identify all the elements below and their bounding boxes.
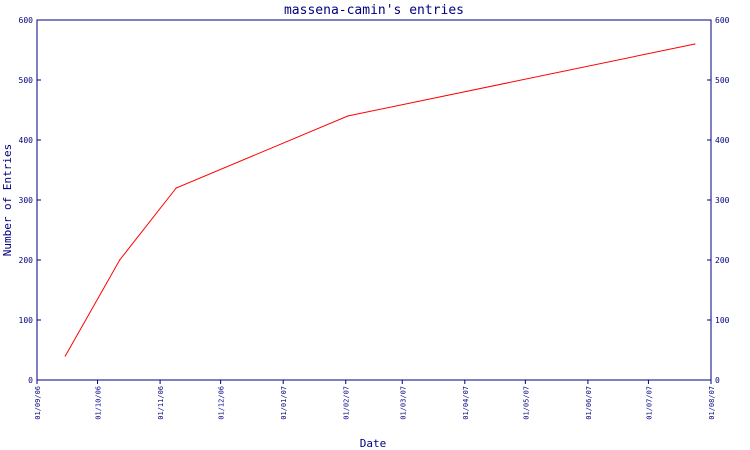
x-tick-label: 01/10/06 (95, 386, 103, 420)
data-point (175, 187, 177, 189)
data-point (694, 43, 696, 45)
y-tick-label-right: 200 (715, 256, 730, 265)
x-tick-label: 01/07/07 (645, 386, 653, 420)
x-tick-label: 01/01/07 (280, 386, 288, 420)
y-tick-label-left: 100 (19, 316, 34, 325)
chart-title: massena-camin's entries (284, 3, 464, 18)
y-tick-label-right: 500 (715, 76, 730, 85)
plot-frame (36, 19, 712, 381)
x-tick-label: 01/09/06 (34, 386, 42, 420)
data-point (347, 115, 349, 117)
y-tick-label-right: 0 (715, 376, 720, 385)
y-tick-label-left: 600 (19, 16, 34, 25)
x-axis-ticks: 01/09/06 01/10/06 01/11/06 01/12/06 01/01/07… (34, 380, 716, 420)
x-tick-label: 01/03/07 (399, 386, 407, 420)
data-point (119, 259, 121, 261)
x-tick-label: 01/11/06 (157, 386, 165, 420)
x-tick-label: 01/05/07 (522, 386, 530, 420)
y-tick-label-right: 600 (715, 16, 730, 25)
y-tick-label-left: 400 (19, 136, 34, 145)
y-tick-label-left: 0 (28, 376, 33, 385)
y-tick-label-right: 300 (715, 196, 730, 205)
x-tick-label: 01/12/06 (218, 386, 226, 420)
y-tick-label-right: 400 (715, 136, 730, 145)
y-tick-label-left: 300 (19, 196, 34, 205)
y-tick-label-left: 200 (19, 256, 34, 265)
y-axis-label: Number of Entries (1, 144, 14, 257)
y-tick-label-right: 100 (715, 316, 730, 325)
x-tick-label: 01/06/07 (585, 386, 593, 420)
x-tick-label: 01/08/07 (708, 386, 716, 420)
y-axis-ticks: 0 0 100 100 200 200 300 300 400 400 500 500 600 600 (19, 16, 730, 385)
y-tick-label-left: 500 (19, 76, 34, 85)
x-tick-label: 01/04/07 (462, 386, 470, 420)
data-point (64, 355, 66, 357)
x-axis-label: Date (360, 437, 387, 450)
series-line (64, 43, 696, 357)
series-layer (64, 43, 696, 357)
x-tick-label: 01/02/07 (343, 386, 351, 420)
